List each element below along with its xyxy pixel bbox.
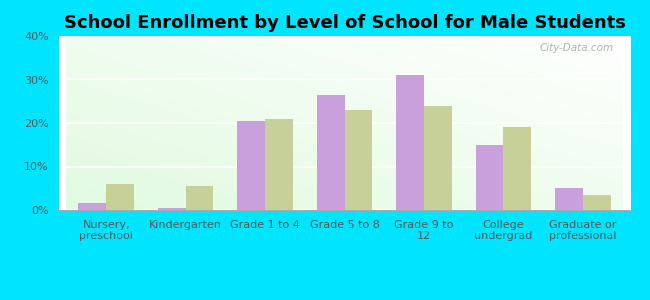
Bar: [424, 106, 452, 210]
Bar: [186, 186, 213, 210]
Bar: [79, 203, 106, 210]
Bar: [237, 121, 265, 210]
Bar: [583, 195, 610, 210]
Bar: [106, 184, 134, 210]
Text: City-Data.com: City-Data.com: [540, 43, 614, 53]
Title: School Enrollment by Level of School for Male Students: School Enrollment by Level of School for…: [64, 14, 625, 32]
Bar: [344, 110, 372, 210]
Bar: [317, 95, 345, 210]
Bar: [265, 118, 293, 210]
Bar: [555, 188, 583, 210]
Bar: [396, 75, 424, 210]
Bar: [158, 208, 186, 210]
Bar: [503, 127, 531, 210]
Bar: [476, 145, 503, 210]
